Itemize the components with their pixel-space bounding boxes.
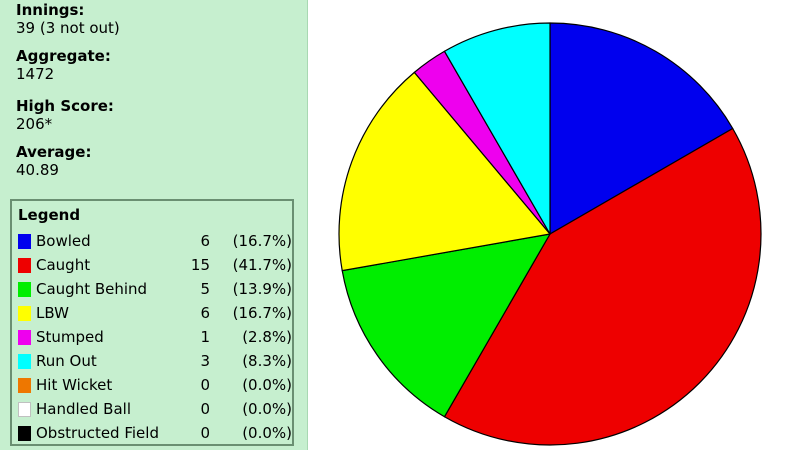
legend-percent: (41.7%) bbox=[232, 256, 292, 274]
legend: Legend Bowled 6 (16.7%) Caught 15 (41.7%… bbox=[10, 199, 294, 446]
legend-swatch bbox=[18, 354, 31, 369]
legend-count: 0 bbox=[200, 376, 210, 394]
legend-label: Obstructed Field bbox=[36, 424, 159, 442]
legend-label: Hit Wicket bbox=[36, 376, 113, 394]
aggregate-value: 1472 bbox=[16, 65, 55, 83]
legend-swatch bbox=[18, 282, 31, 297]
legend-row-obstructed-field: Obstructed Field 0 (0.0%) bbox=[16, 422, 292, 444]
legend-row-bowled: Bowled 6 (16.7%) bbox=[16, 230, 292, 252]
legend-percent: (13.9%) bbox=[232, 280, 292, 298]
average-stat: Average: 40.89 bbox=[16, 143, 91, 179]
legend-percent: (0.0%) bbox=[242, 400, 292, 418]
pie-chart bbox=[338, 22, 762, 446]
high-score-label: High Score: bbox=[16, 97, 114, 115]
legend-swatch bbox=[18, 378, 31, 393]
legend-label: Caught Behind bbox=[36, 280, 148, 298]
legend-count: 15 bbox=[190, 256, 210, 274]
legend-swatch bbox=[18, 258, 31, 273]
legend-percent: (16.7%) bbox=[232, 232, 292, 250]
legend-count: 0 bbox=[200, 400, 210, 418]
innings-value: 39 (3 not out) bbox=[16, 19, 120, 37]
legend-count: 6 bbox=[200, 304, 210, 322]
legend-label: Stumped bbox=[36, 328, 104, 346]
legend-row-hit-wicket: Hit Wicket 0 (0.0%) bbox=[16, 374, 292, 396]
legend-label: Bowled bbox=[36, 232, 91, 250]
legend-row-caught-behind: Caught Behind 5 (13.9%) bbox=[16, 278, 292, 300]
innings-stat: Innings: 39 (3 not out) bbox=[16, 1, 120, 37]
legend-swatch bbox=[18, 306, 31, 321]
average-label: Average: bbox=[16, 143, 92, 161]
legend-percent: (8.3%) bbox=[242, 352, 292, 370]
legend-row-lbw: LBW 6 (16.7%) bbox=[16, 302, 292, 324]
pie-slice-caught bbox=[443, 127, 762, 446]
legend-row-caught: Caught 15 (41.7%) bbox=[16, 254, 292, 276]
legend-row-stumped: Stumped 1 (2.8%) bbox=[16, 326, 292, 348]
legend-percent: (16.7%) bbox=[232, 304, 292, 322]
pie-slice-caught-behind bbox=[341, 233, 551, 418]
legend-label: Handled Ball bbox=[36, 400, 132, 418]
legend-count: 5 bbox=[200, 280, 210, 298]
legend-count: 0 bbox=[200, 424, 210, 442]
legend-count: 6 bbox=[200, 232, 210, 250]
stats-panel: Innings: 39 (3 not out) Aggregate: 1472 … bbox=[0, 0, 308, 450]
legend-count: 3 bbox=[200, 352, 210, 370]
legend-swatch bbox=[18, 330, 31, 345]
legend-label: Run Out bbox=[36, 352, 97, 370]
legend-row-handled-ball: Handled Ball 0 (0.0%) bbox=[16, 398, 292, 420]
legend-swatch bbox=[18, 234, 31, 249]
average-value: 40.89 bbox=[16, 161, 59, 179]
high-score-value: 206* bbox=[16, 115, 53, 133]
legend-label: LBW bbox=[36, 304, 69, 322]
legend-swatch bbox=[18, 426, 31, 441]
aggregate-stat: Aggregate: 1472 bbox=[16, 47, 111, 83]
pie-slice-bowled bbox=[549, 22, 734, 235]
legend-label: Caught bbox=[36, 256, 91, 274]
pie-slice-lbw bbox=[338, 71, 551, 272]
high-score-stat: High Score: 206* bbox=[16, 97, 114, 133]
legend-title: Legend bbox=[18, 206, 81, 224]
legend-percent: (0.0%) bbox=[242, 424, 292, 442]
legend-percent: (0.0%) bbox=[242, 376, 292, 394]
innings-label: Innings: bbox=[16, 1, 85, 19]
pie-slice-run-out bbox=[443, 22, 551, 235]
aggregate-label: Aggregate: bbox=[16, 47, 111, 65]
legend-percent: (2.8%) bbox=[242, 328, 292, 346]
legend-count: 1 bbox=[200, 328, 210, 346]
legend-swatch bbox=[18, 402, 31, 417]
legend-row-run-out: Run Out 3 (8.3%) bbox=[16, 350, 292, 372]
